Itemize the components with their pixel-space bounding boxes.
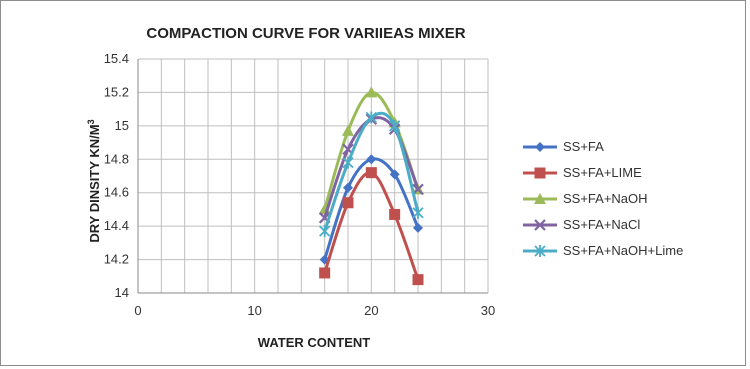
legend: SS+FA SS+FA+LIME SS+FA+NaOH SS+FA+NaCl SS+FA… — [523, 139, 683, 258]
legend-label: SS+FA — [563, 139, 604, 154]
legend-label: SS+FA+NaOH+Lime — [563, 243, 683, 258]
y-tick-label: 14.2 — [104, 252, 129, 267]
data-point — [343, 183, 353, 193]
data-point — [535, 142, 545, 152]
y-tick-label: 14.8 — [104, 151, 129, 166]
y-tick-label: 15.2 — [104, 84, 129, 99]
data-point — [342, 125, 354, 136]
compaction-chart: COMPACTION CURVE FOR VARIIEAS MIXER 1414… — [1, 1, 745, 365]
y-tick-label: 14.4 — [104, 218, 129, 233]
chart-title: COMPACTION CURVE FOR VARIIEAS MIXER — [146, 25, 465, 42]
data-point — [413, 207, 423, 219]
y-tick-label: 14.6 — [104, 185, 129, 200]
x-tick-label: 10 — [247, 303, 261, 318]
y-axis-label-text: DRY DINSITY KN/M — [87, 124, 102, 242]
y-tick-label: 14 — [115, 285, 129, 300]
data-point — [366, 154, 376, 164]
x-tick-label: 20 — [364, 303, 378, 318]
data-point — [389, 209, 400, 220]
grid — [138, 59, 488, 293]
x-axis-label: WATER CONTENT — [258, 335, 370, 350]
data-point — [535, 168, 546, 179]
y-axis-label: DRY DINSITY KN/M3 — [86, 119, 102, 242]
data-point — [320, 225, 330, 237]
x-tick-label: 0 — [134, 303, 141, 318]
legend-item: SS+FA+LIME — [523, 165, 642, 180]
data-point — [366, 167, 377, 178]
axes — [138, 59, 488, 293]
legend-item: SS+FA+NaCl — [523, 217, 640, 232]
y-tick-label: 15 — [115, 118, 129, 133]
y-tick-label: 15.4 — [104, 51, 129, 66]
y-tick-labels: 14 14.2 14.4 14.6 14.8 15 15.2 15.4 — [104, 51, 129, 300]
data-point — [413, 274, 424, 285]
y-axis-label-superscript: 3 — [86, 119, 96, 124]
data-point — [343, 157, 353, 169]
legend-item: SS+FA — [523, 139, 604, 154]
legend-item: SS+FA+NaOH — [523, 191, 648, 206]
data-point — [343, 197, 354, 208]
x-tick-label: 30 — [481, 303, 495, 318]
legend-label: SS+FA+LIME — [563, 165, 642, 180]
legend-item: SS+FA+NaOH+Lime — [523, 243, 683, 258]
legend-label: SS+FA+NaOH — [563, 191, 648, 206]
data-point — [413, 223, 423, 233]
legend-label: SS+FA+NaCl — [563, 217, 640, 232]
x-tick-labels: 0 10 20 30 — [134, 303, 495, 318]
data-point — [319, 267, 330, 278]
